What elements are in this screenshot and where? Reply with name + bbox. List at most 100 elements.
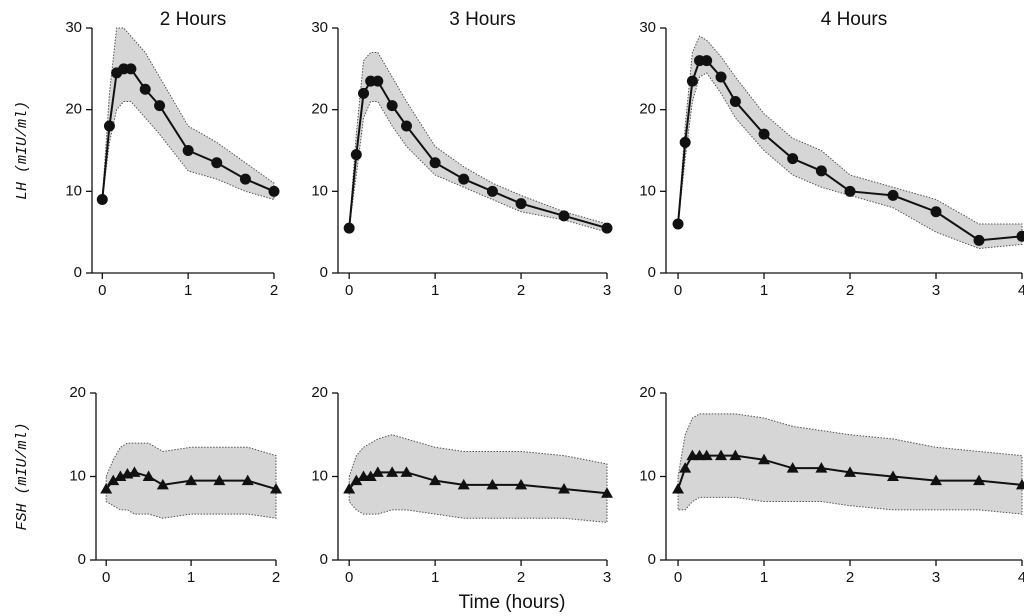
panel-title: 3 Hours [449,9,516,30]
marker [729,449,742,461]
marker [103,120,115,132]
y-tick-label: 0 [320,551,328,568]
x-axis-label: Time (hours) [459,592,566,613]
x-tick-label: 3 [603,282,611,299]
marker [715,71,727,83]
marker [107,474,120,486]
marker [458,173,470,185]
marker [515,198,527,210]
x-tick-label: 3 [603,569,611,586]
x-tick-label: 3 [932,282,940,299]
marker [887,189,899,201]
marker [686,75,698,87]
y-tick-label: 30 [65,19,82,36]
marker [679,462,692,473]
y-tick-label: 20 [639,101,656,118]
marker [350,149,362,161]
marker [558,483,571,494]
x-tick-label: 4 [1018,569,1024,586]
marker [1016,230,1024,242]
marker [930,206,942,218]
panel-title: 4 Hours [821,9,888,30]
marker [386,100,398,112]
range-band [348,52,608,233]
marker [457,478,470,490]
marker [139,83,151,95]
y-tick-label: 10 [65,182,82,199]
marker [601,222,613,234]
y-tick-label: 0 [320,264,328,281]
y-tick-label: 20 [69,384,86,401]
marker [758,453,771,465]
marker [241,474,254,486]
x-tick-label: 1 [184,282,192,299]
marker [973,474,986,486]
x-tick-label: 2 [270,282,278,299]
y-tick-label: 10 [639,467,656,484]
y-tick-label: 10 [639,182,656,199]
marker [400,466,413,477]
x-tick-label: 3 [932,569,940,586]
marker [213,474,226,486]
y-tick-label: 10 [311,182,328,199]
marker [672,483,685,494]
y-tick-label: 10 [69,467,86,484]
marker [128,466,141,477]
x-tick-label: 0 [345,282,353,299]
marker [343,483,356,494]
marker [930,474,943,486]
marker [701,55,713,67]
marker [268,185,280,197]
marker [973,234,985,246]
y-axis-label: LH (mIU/ml) [14,101,31,200]
marker [372,75,384,87]
y-tick-label: 10 [311,467,328,484]
marker [100,483,113,494]
marker [156,478,169,490]
x-tick-label: 1 [187,569,195,586]
y-tick-label: 0 [78,551,86,568]
x-tick-label: 2 [517,282,525,299]
marker [558,210,570,222]
x-tick-label: 2 [846,569,854,586]
marker [679,136,691,148]
x-tick-label: 1 [431,569,439,586]
marker [96,194,108,205]
marker [364,470,377,481]
x-tick-label: 0 [102,569,110,586]
y-tick-label: 20 [639,384,656,401]
marker [700,449,713,461]
marker [429,157,441,169]
marker [371,466,384,477]
y-tick-label: 0 [648,264,656,281]
range-band [677,35,1023,250]
y-tick-label: 0 [648,551,656,568]
marker [844,466,857,477]
marker [239,173,251,185]
range-band [677,413,1023,515]
marker [786,462,799,473]
y-tick-label: 20 [311,384,328,401]
marker [486,185,498,197]
y-axis-label: FSH (mIU/ml) [14,422,31,530]
range-band [101,27,275,201]
x-tick-label: 2 [517,569,525,586]
marker [672,218,684,230]
marker [601,487,613,498]
y-tick-label: 30 [311,19,328,36]
x-tick-label: 1 [760,569,768,586]
marker [729,96,741,107]
marker [358,87,370,99]
x-tick-label: 0 [345,569,353,586]
x-tick-label: 0 [674,569,682,586]
x-tick-label: 4 [1018,282,1024,299]
range-band [348,434,608,523]
marker [270,483,282,494]
marker [182,145,194,156]
marker [211,157,223,169]
marker [1016,478,1024,490]
marker [715,449,728,461]
marker [887,470,900,481]
y-tick-label: 20 [311,101,328,118]
